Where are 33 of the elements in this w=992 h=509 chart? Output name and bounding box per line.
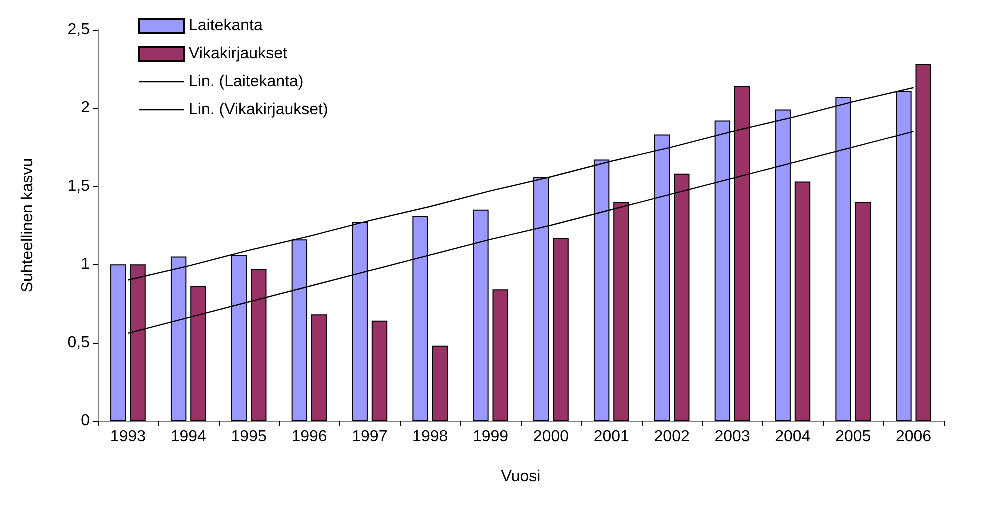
x-tick-label: 1996 xyxy=(292,428,328,446)
legend-label: Lin. (Laitekanta) xyxy=(189,74,304,90)
x-tick-label: 1993 xyxy=(110,428,146,446)
x-tick-label: 1995 xyxy=(231,428,267,446)
x-tick-label: 2006 xyxy=(896,428,932,446)
legend-label: Laitekanta xyxy=(189,18,263,34)
x-tick-label: 1998 xyxy=(412,428,448,446)
y-tick-label: 1,5 xyxy=(68,178,90,195)
y-tick-label: 0 xyxy=(81,412,90,430)
y-tick-label: 2 xyxy=(81,100,90,117)
x-tick-label: 2000 xyxy=(533,428,570,446)
bar xyxy=(553,238,569,421)
x-tick-label: 1999 xyxy=(472,428,509,446)
x-axis-title: Vuosi xyxy=(501,468,541,486)
x-tick-label: 2001 xyxy=(594,428,630,446)
bar xyxy=(372,320,388,421)
x-tick-label: 1994 xyxy=(170,428,207,446)
bar xyxy=(311,314,328,421)
x-tick-label: 2003 xyxy=(714,428,750,446)
y-axis-title: Suhteellinen kasvu xyxy=(20,158,36,293)
bar xyxy=(794,182,811,421)
x-tick-label: 2004 xyxy=(775,428,811,446)
bar xyxy=(432,346,448,421)
bar xyxy=(492,290,508,421)
bar xyxy=(855,202,872,421)
x-tick-label: 2005 xyxy=(836,428,872,446)
y-tick-label: 2,5 xyxy=(68,22,90,38)
y-tick-label: 1 xyxy=(81,256,90,274)
x-tick-label: 2002 xyxy=(654,428,690,446)
legend-label: Lin. (Vikakirjaukset) xyxy=(189,102,328,118)
legend-label: Vikakirjaukset xyxy=(189,46,288,62)
x-tick-label: 1997 xyxy=(352,428,388,446)
y-tick-label: 0,5 xyxy=(68,334,90,352)
